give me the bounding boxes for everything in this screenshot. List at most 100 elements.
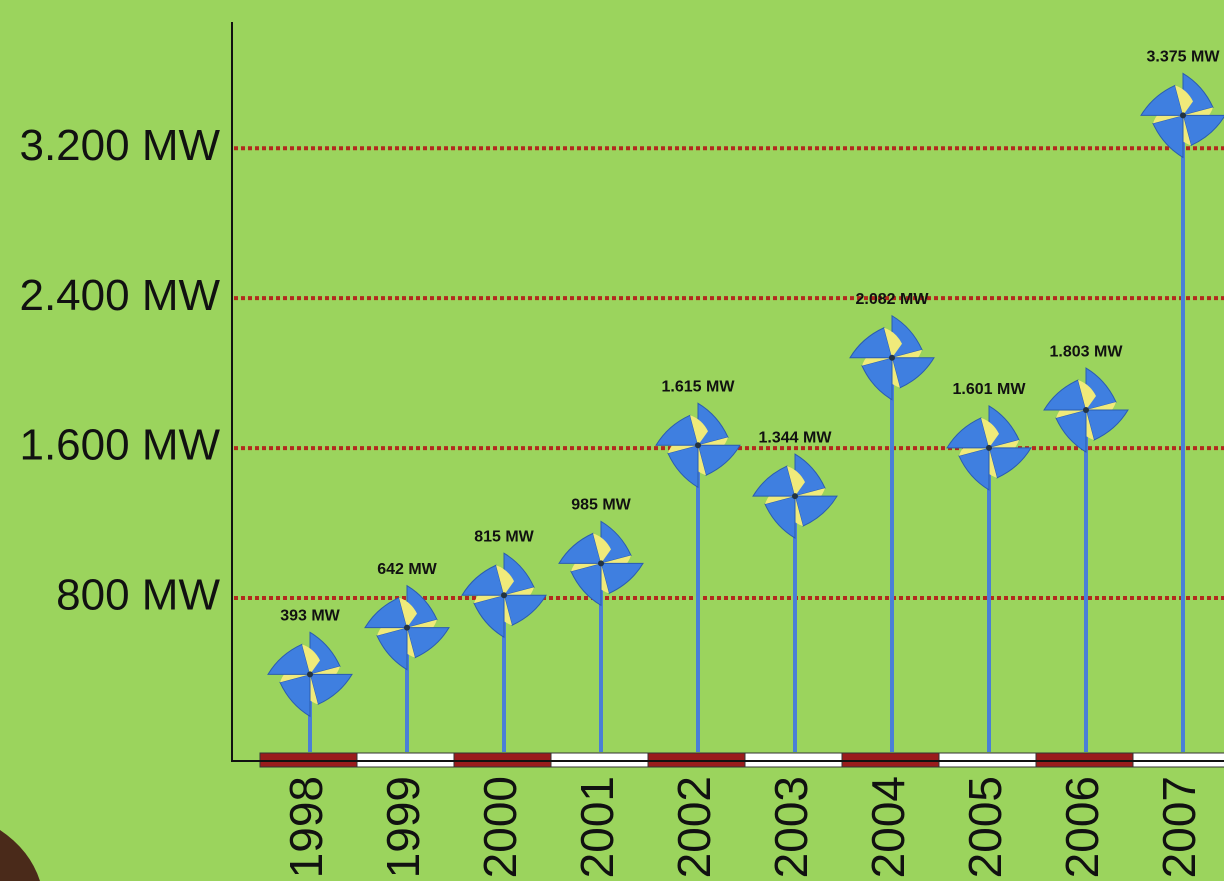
blade-blue xyxy=(752,465,796,497)
stem xyxy=(405,627,409,752)
pinwheel xyxy=(461,552,547,639)
pinwheel-hub xyxy=(598,560,604,567)
x-tick-label: 2007 xyxy=(1153,776,1205,878)
blade-blue xyxy=(946,417,990,449)
blade-blue xyxy=(279,673,311,718)
pinwheel-blade xyxy=(267,643,320,675)
value-label: 1.601 MW xyxy=(953,381,1027,398)
pinwheel xyxy=(849,314,935,401)
pinwheel xyxy=(1140,72,1224,159)
pinwheel-blade xyxy=(655,414,708,446)
value-label: 1.344 MW xyxy=(759,429,833,446)
x-tick-label: 2002 xyxy=(668,776,720,878)
pinwheel-blade xyxy=(364,596,417,629)
value-label: 642 MW xyxy=(377,561,437,578)
pinwheel-hub xyxy=(307,671,313,678)
y-tick-label: 800 MW xyxy=(56,571,220,620)
x-tick-label: 2003 xyxy=(765,776,817,878)
x-tick-label: 2000 xyxy=(474,776,526,878)
blade-blue xyxy=(558,532,602,564)
blade-blue xyxy=(503,594,547,626)
blade-yellow xyxy=(496,565,514,596)
x-tick-label: 1999 xyxy=(377,776,429,878)
x-tick-label: 2005 xyxy=(959,776,1011,878)
blade-blue xyxy=(891,357,935,389)
blade-blue xyxy=(461,564,505,596)
blade-blue xyxy=(570,562,602,607)
value-label: 3.375 MW xyxy=(1147,49,1221,66)
pinwheel xyxy=(558,520,644,607)
pinwheel-blade xyxy=(558,532,611,564)
corner-decoration xyxy=(0,830,40,881)
value-label: 1.803 MW xyxy=(1050,343,1124,360)
pinwheel-blade xyxy=(752,465,805,497)
x-tick-label: 2004 xyxy=(862,776,914,878)
x-tick-label: 2006 xyxy=(1056,776,1108,878)
plot: 800 MW 1.600 MW 2.400 MW 3.200 MW 393 MW 642 … xyxy=(19,49,1224,768)
blade-blue xyxy=(697,444,741,476)
pinwheel-hub xyxy=(889,354,895,361)
pinwheel xyxy=(267,631,353,718)
blade-blue xyxy=(667,444,699,489)
pinwheel-hub xyxy=(501,592,507,599)
blade-blue xyxy=(473,594,505,639)
blade-blue xyxy=(794,495,838,527)
blade-blue xyxy=(764,495,796,539)
stem xyxy=(987,447,991,752)
blade-yellow xyxy=(302,644,320,675)
pinwheel-blade xyxy=(946,417,999,449)
y-tick-label: 2.400 MW xyxy=(19,271,220,320)
blade-blue xyxy=(1043,379,1087,411)
blade-blue xyxy=(1055,409,1087,453)
blade-blue xyxy=(1152,114,1184,159)
pinwheel xyxy=(946,405,1032,491)
blade-yellow xyxy=(399,597,417,628)
blade-blue xyxy=(958,447,990,491)
stem xyxy=(502,595,506,752)
pinwheel xyxy=(655,402,741,489)
blade-blue xyxy=(406,627,450,659)
blade-yellow xyxy=(690,415,708,446)
blade-yellow xyxy=(1175,85,1193,116)
value-label: 985 MW xyxy=(571,497,631,514)
blade-blue xyxy=(376,627,408,671)
pinwheel-blade xyxy=(1140,84,1193,116)
blade-blue xyxy=(1085,409,1129,441)
blade-blue xyxy=(600,562,644,595)
blade-blue xyxy=(861,357,893,401)
stem xyxy=(599,563,603,752)
pinwheel-blade xyxy=(461,564,514,596)
pinwheel-hub xyxy=(792,493,798,500)
blade-blue xyxy=(849,327,893,359)
pinwheel xyxy=(752,453,838,539)
blade-yellow xyxy=(593,533,611,564)
blade-blue xyxy=(988,447,1032,479)
stem xyxy=(1084,410,1088,752)
value-label: 2.082 MW xyxy=(856,291,930,308)
blade-blue xyxy=(1182,114,1224,147)
stem xyxy=(696,445,700,752)
x-tick-label: 2001 xyxy=(571,776,623,878)
blade-yellow xyxy=(787,466,805,497)
pinwheel xyxy=(1043,367,1129,453)
blade-blue xyxy=(1140,84,1184,116)
y-tick-label: 3.200 MW xyxy=(19,121,220,170)
stem xyxy=(793,496,797,752)
pinwheel-hub xyxy=(404,624,410,631)
x-tick-label: 1998 xyxy=(280,776,332,878)
stem xyxy=(1181,115,1185,752)
stem xyxy=(890,357,894,752)
pinwheel-hub xyxy=(695,442,701,449)
pinwheel-blade xyxy=(1043,379,1096,411)
blade-blue xyxy=(267,643,311,675)
pinwheel-hub xyxy=(986,444,992,451)
pinwheel-hub xyxy=(1180,112,1186,119)
blade-blue xyxy=(309,673,353,706)
blade-yellow xyxy=(981,417,999,448)
pinwheel-blade xyxy=(849,327,902,359)
blade-blue xyxy=(364,596,408,629)
value-label: 815 MW xyxy=(474,528,534,545)
y-tick-label: 1.600 MW xyxy=(19,421,220,470)
blade-blue xyxy=(655,414,699,446)
